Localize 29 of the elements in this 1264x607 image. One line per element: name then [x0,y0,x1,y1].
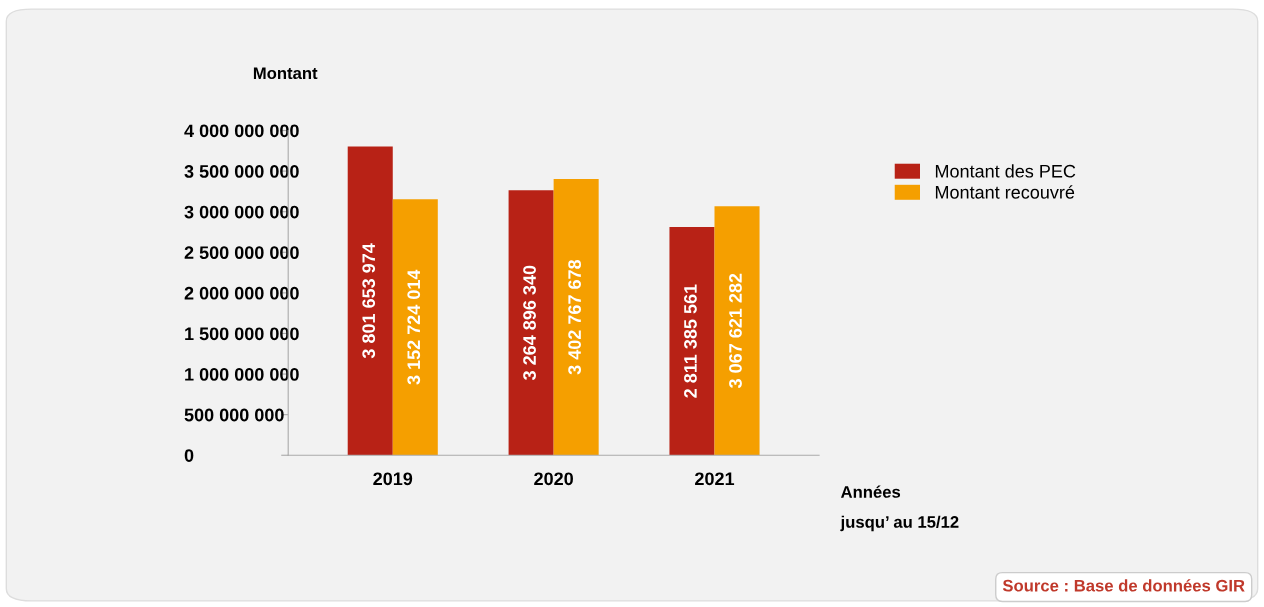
y-tick-label: 500 000 000 [184,408,284,422]
y-tick-label: 3 500 000 000 [184,165,299,178]
data-label: 3 264 896 340 [523,265,536,381]
x-tick-label: 2019 [373,472,413,486]
y-tick-label: 0 [184,449,194,462]
x-tick-label: 2021 [695,472,735,486]
y-tick-label: 2 500 000 000 [184,246,299,259]
y-tick-label: 3 000 000 000 [184,205,299,219]
data-label: 3 402 767 678 [568,259,582,375]
y-tick-label: 2 000 000 000 [184,286,299,300]
x-tick-label: 2020 [534,472,573,486]
y-tick-label: 1 500 000 000 [185,327,299,341]
legend-label: Montant recouvré [935,185,1075,199]
x-axis-title: Années jusqu’ au 15/12 [840,485,959,532]
data-label: 3 801 653 974 [362,243,376,359]
data-label: 3 067 621 282 [729,273,742,389]
y-axis-title: Montant [253,67,318,80]
data-label: 3 152 724 014 [407,269,421,385]
bar [669,227,715,456]
legend-label: Montant des PEC [935,164,1076,178]
data-label: 2 811 385 561 [684,284,697,398]
y-tick-label: 4 000 000 000 [184,124,299,138]
bar [714,206,760,456]
bar [508,190,554,456]
y-tick-label: 1 000 000 000 [185,368,299,381]
bar [392,199,438,456]
bar [553,178,599,456]
source-note: Source : Base de données GIR [1002,579,1245,592]
bar [347,146,393,456]
